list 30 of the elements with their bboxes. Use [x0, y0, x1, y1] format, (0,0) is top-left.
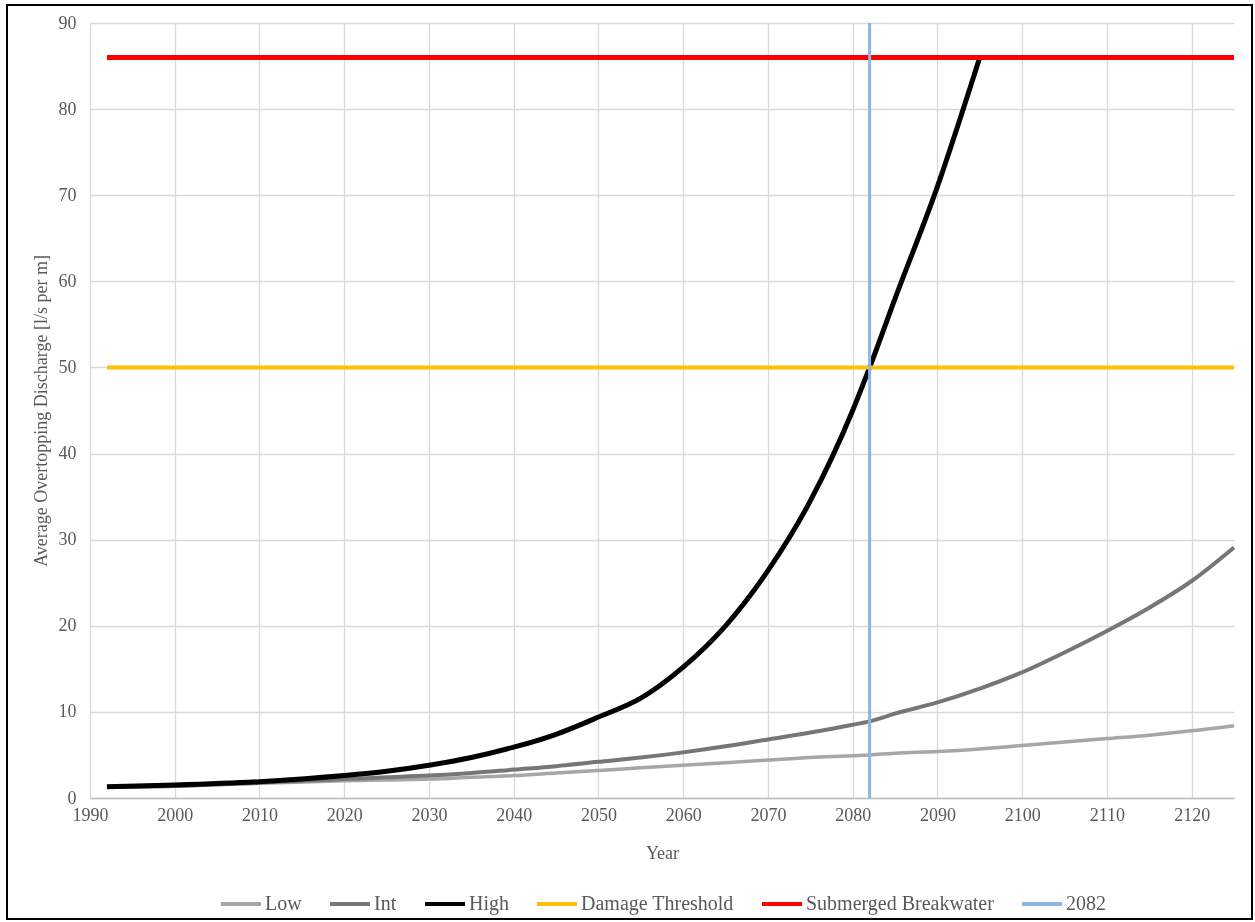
legend-label: Submerged Breakwater	[806, 892, 995, 915]
legend-label: Int	[374, 892, 397, 914]
x-tick-label: 2120	[1174, 804, 1211, 825]
y-tick-label: 50	[58, 356, 77, 377]
legend-label: Damage Threshold	[581, 892, 734, 915]
legend-label: 2082	[1066, 892, 1106, 914]
x-tick-label: 2060	[665, 804, 702, 825]
x-tick-label: 2080	[835, 804, 872, 825]
y-tick-label: 10	[58, 701, 77, 722]
legend-label: Low	[265, 892, 303, 914]
y-tick-label: 90	[58, 12, 77, 33]
x-axis-title: Year	[645, 842, 680, 863]
legend-label: High	[469, 892, 509, 915]
y-axis-title: Average Overtopping Discharge [l/s per m]	[30, 255, 51, 567]
y-tick-label: 30	[58, 529, 77, 550]
y-tick-label: 40	[58, 443, 77, 464]
y-tick-label: 70	[58, 184, 77, 205]
x-tick-label: 2110	[1089, 804, 1126, 825]
x-tick-label: 2010	[241, 804, 278, 825]
y-tick-label: 60	[58, 270, 77, 291]
x-tick-label: 2100	[1004, 804, 1041, 825]
x-tick-label: 2000	[157, 804, 194, 825]
x-tick-label: 2020	[326, 804, 363, 825]
x-tick-label: 2070	[750, 804, 787, 825]
x-tick-label: 2050	[580, 804, 617, 825]
y-tick-label: 20	[58, 615, 77, 636]
x-tick-label: 2030	[411, 804, 448, 825]
x-tick-label: 2040	[496, 804, 533, 825]
y-tick-label: 80	[58, 98, 77, 119]
x-tick-label: 2090	[919, 804, 956, 825]
